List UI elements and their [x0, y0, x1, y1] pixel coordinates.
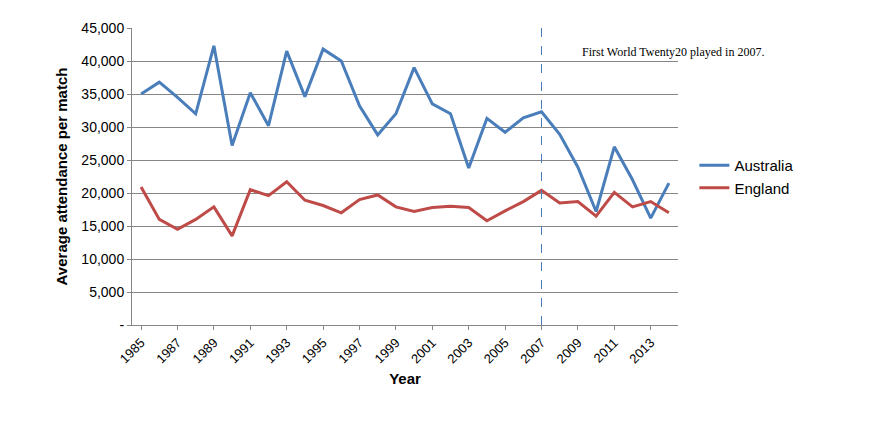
svg-text:1995: 1995: [299, 335, 330, 366]
svg-text:1987: 1987: [153, 335, 184, 366]
svg-text:25,000: 25,000: [81, 152, 124, 168]
svg-text:2011: 2011: [591, 335, 621, 365]
svg-text:1999: 1999: [372, 335, 403, 366]
svg-text:2005: 2005: [481, 335, 512, 366]
svg-text:1989: 1989: [190, 335, 221, 366]
svg-text:10,000: 10,000: [81, 251, 124, 267]
svg-text:20,000: 20,000: [81, 185, 124, 201]
svg-text:15,000: 15,000: [81, 218, 124, 234]
svg-text:2013: 2013: [626, 335, 657, 366]
svg-text:1991: 1991: [226, 335, 257, 366]
svg-text:Australia: Australia: [734, 157, 793, 174]
svg-text:Average attendance per match: Average attendance per match: [53, 68, 70, 286]
svg-text:1997: 1997: [335, 335, 366, 366]
svg-text:1993: 1993: [262, 335, 293, 366]
svg-text:First World Twenty20 played in: First World Twenty20 played in 2007.: [582, 45, 764, 59]
svg-text:30,000: 30,000: [81, 119, 124, 135]
svg-text:England: England: [734, 180, 789, 197]
svg-text:45,000: 45,000: [81, 20, 124, 36]
svg-text:Year: Year: [389, 370, 421, 387]
svg-text:2007: 2007: [517, 335, 548, 366]
svg-text:40,000: 40,000: [81, 53, 124, 69]
svg-text:2003: 2003: [444, 335, 475, 366]
svg-text:2001: 2001: [408, 335, 439, 366]
svg-text:1985: 1985: [117, 335, 148, 366]
svg-text:2009: 2009: [554, 335, 585, 366]
svg-text:5,000: 5,000: [89, 284, 124, 300]
svg-text:35,000: 35,000: [81, 86, 124, 102]
svg-text:-: -: [120, 317, 125, 333]
